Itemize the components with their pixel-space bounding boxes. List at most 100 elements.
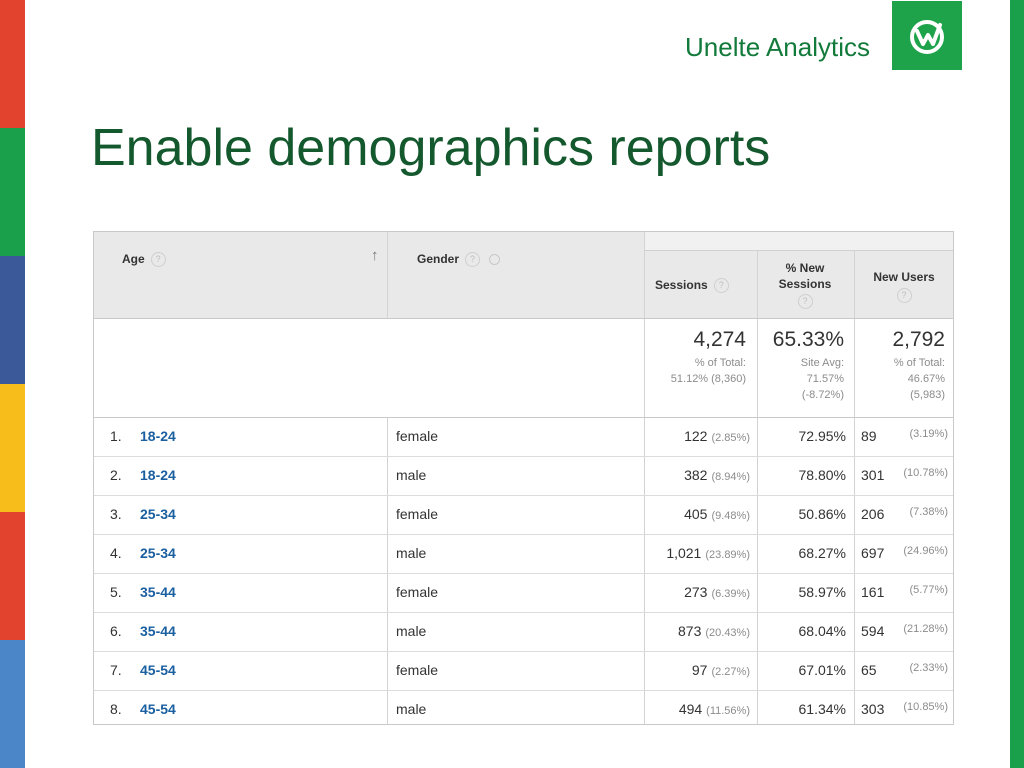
sessions-cell: 273 (6.39%) [645, 584, 750, 600]
new-users-cell: 65 (2.33%) [855, 662, 948, 678]
gender-value: male [396, 545, 427, 561]
logo-icon [910, 19, 944, 54]
help-icon[interactable]: ? [713, 278, 729, 294]
new-users-total-caption: % of Total: 46.67% (5,983) [855, 355, 945, 403]
age-link[interactable]: 18-24 [140, 428, 176, 444]
stripe-light-blue [0, 640, 25, 768]
gender-value: male [396, 623, 427, 639]
stripe-green [0, 128, 25, 256]
new-users-cell: 303 (10.85%) [855, 701, 948, 717]
sessions-value: 1,021 [666, 545, 702, 561]
stripe-red [0, 0, 25, 128]
stripe-blue [0, 256, 25, 384]
new-sessions-value: 78.80% [798, 467, 846, 483]
sessions-percent: (6.39%) [711, 588, 750, 600]
new-sessions-total-value: 65.33% [772, 328, 844, 351]
new-users-cell: 594 (21.28%) [855, 623, 948, 639]
sessions-percent: (2.85%) [711, 432, 750, 444]
new-sessions-total-caption: Site Avg: 71.57% (-8.72%) [758, 355, 844, 403]
new-users-percent: (21.28%) [903, 623, 948, 635]
sessions-total-value: 4,274 [693, 328, 746, 351]
help-icon[interactable]: ? [150, 252, 166, 268]
row-index: 3. [110, 506, 122, 522]
sessions-header-label: Sessions [655, 278, 708, 292]
remove-dimension-icon[interactable] [489, 254, 501, 266]
age-link[interactable]: 25-34 [140, 506, 176, 522]
sessions-value: 405 [684, 506, 708, 522]
new-sessions-column-header[interactable]: % New Sessions ? [758, 260, 852, 310]
new-users-percent: (24.96%) [903, 545, 948, 557]
new-sessions-avg-label: Site Avg: [800, 357, 844, 369]
sessions-cell: 873 (20.43%) [645, 623, 750, 639]
new-sessions-value: 61.34% [798, 701, 846, 717]
new-sessions-value: 68.04% [798, 623, 846, 639]
sessions-value: 382 [684, 467, 708, 483]
new-sessions-avg-diff: (-8.72%) [801, 389, 844, 401]
new-users-percent: (10.78%) [903, 467, 948, 479]
new-sessions-value: 58.97% [798, 584, 846, 600]
new-users-header-label: New Users [873, 270, 935, 284]
age-link[interactable]: 45-54 [140, 701, 176, 717]
sessions-total-label: % of Total: [694, 357, 746, 369]
age-link[interactable]: 18-24 [140, 467, 176, 483]
page-title: Enable demographics reports [91, 119, 771, 177]
stripe-yellow [0, 384, 25, 512]
metrics-header-top-band [645, 232, 953, 250]
gender-value: male [396, 701, 427, 717]
sessions-cell: 97 (2.27%) [645, 662, 750, 678]
new-users-value: 161 [861, 584, 885, 600]
help-icon[interactable]: ? [465, 252, 481, 268]
gender-header-label: Gender [417, 252, 460, 266]
new-users-percent: (7.38%) [909, 506, 948, 518]
sessions-percent: (8.94%) [711, 471, 750, 483]
age-link[interactable]: 35-44 [140, 584, 176, 600]
demographics-report-table: Age? ↑ Gender? Sessions? % New Sessions … [93, 231, 954, 725]
age-column-header[interactable]: Age? [122, 252, 166, 268]
help-icon[interactable]: ? [896, 288, 912, 304]
sessions-cell: 405 (9.48%) [645, 506, 750, 522]
gender-value: female [396, 506, 439, 522]
sessions-value: 273 [684, 584, 708, 600]
new-users-value: 65 [861, 662, 877, 678]
age-link[interactable]: 25-34 [140, 545, 176, 561]
brand-logo [892, 1, 962, 70]
sessions-value: 873 [678, 623, 702, 639]
sessions-percent: (2.27%) [711, 666, 750, 678]
sessions-percent: (11.56%) [706, 705, 750, 717]
row-index: 8. [110, 701, 122, 717]
sessions-percent: (20.43%) [705, 627, 750, 639]
new-sessions-avg-value: 71.57% [806, 373, 844, 385]
age-link[interactable]: 45-54 [140, 662, 176, 678]
new-sessions-value: 72.95% [798, 428, 846, 444]
help-icon[interactable]: ? [797, 294, 813, 310]
brand-name: Unelte Analytics [685, 32, 870, 62]
new-users-cell: 697 (24.96%) [855, 545, 948, 561]
new-users-value: 697 [861, 545, 885, 561]
new-users-value: 206 [861, 506, 885, 522]
sessions-value: 122 [684, 428, 708, 444]
sessions-column-header[interactable]: Sessions? [655, 278, 729, 294]
stripe-red-2 [0, 512, 25, 640]
sort-ascending-icon[interactable]: ↑ [371, 247, 379, 264]
new-users-percent: (3.19%) [909, 428, 948, 440]
sessions-cell: 494 (11.56%) [645, 701, 750, 717]
new-users-total-share: 46.67% [907, 373, 945, 385]
row-index: 7. [110, 662, 122, 678]
new-users-column-header[interactable]: New Users ? [855, 268, 953, 304]
sessions-value: 97 [691, 662, 708, 678]
sessions-value: 494 [678, 701, 703, 717]
age-header-label: Age [122, 252, 145, 266]
age-link[interactable]: 35-44 [140, 623, 176, 639]
new-users-percent: (10.85%) [903, 701, 948, 713]
sessions-total-share: 51.12% (8,360) [670, 373, 746, 385]
new-users-percent: (2.33%) [909, 662, 948, 674]
new-users-value: 301 [861, 467, 885, 483]
new-users-cell: 301 (10.78%) [855, 467, 948, 483]
gender-value: female [396, 662, 439, 678]
gender-value: female [396, 428, 439, 444]
sessions-percent: (9.48%) [711, 510, 750, 522]
gender-column-header[interactable]: Gender? [417, 252, 501, 268]
new-users-cell: 89 (3.19%) [855, 428, 948, 444]
sessions-cell: 1,021 (23.89%) [645, 545, 750, 561]
new-users-value: 89 [861, 428, 877, 444]
